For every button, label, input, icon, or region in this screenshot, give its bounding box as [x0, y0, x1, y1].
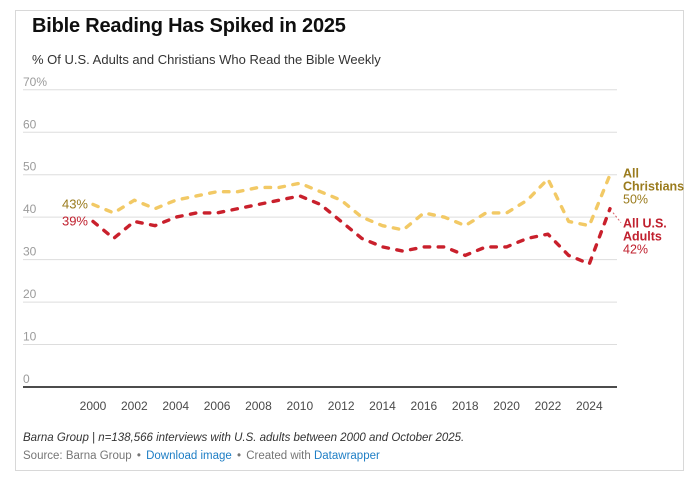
y-tick-label: 70% — [23, 75, 47, 89]
series-end-label: All — [623, 167, 639, 181]
x-tick-label: 2024 — [576, 399, 603, 413]
separator-dot: • — [136, 450, 141, 462]
x-tick-label: 2020 — [493, 399, 520, 413]
x-tick-label: 2000 — [80, 399, 107, 413]
series-end-label: Christians — [623, 180, 684, 194]
y-tick-label: 30 — [23, 245, 37, 259]
y-tick-label: 20 — [23, 287, 37, 301]
y-tick-label: 0 — [23, 372, 30, 386]
datawrapper-link[interactable]: Datawrapper — [313, 450, 380, 462]
x-tick-label: 2022 — [535, 399, 562, 413]
all-u-s-adults-line — [91, 194, 612, 266]
chart-subtitle: % Of U.S. Adults and Christians Who Read… — [32, 52, 381, 67]
x-tick-label: 2016 — [411, 399, 438, 413]
start-value-label: 39% — [62, 213, 88, 228]
chart-svg: 0 10 20 30 40 50 60 70% 2000 2002 2004 2006 2008 2010… — [23, 75, 684, 413]
created-with-label: Created with — [246, 450, 311, 462]
end-value-label: 42% — [623, 243, 648, 257]
chart-card: Bible Reading Has Spiked in 2025 % Of U.… — [15, 10, 684, 471]
footer-note: Barna Group | n=138,566 interviews with … — [23, 432, 465, 444]
y-tick-label: 40 — [23, 202, 37, 216]
y-tick-label: 10 — [23, 330, 37, 344]
y-tick-label: 60 — [23, 117, 37, 131]
x-tick-label: 2012 — [328, 399, 355, 413]
x-tick-label: 2014 — [369, 399, 396, 413]
y-tick-label: 50 — [23, 160, 37, 174]
label-leader-line — [612, 212, 622, 223]
chart-title: Bible Reading Has Spiked in 2025 — [32, 15, 346, 37]
separator-dot: • — [236, 450, 242, 462]
download-image-link[interactable]: Download image — [146, 450, 232, 462]
x-tick-label: 2006 — [204, 399, 231, 413]
x-tick-label: 2002 — [121, 399, 148, 413]
footer-source-line: Source: Barna Group • Download image • C… — [23, 450, 380, 462]
all-christians-line — [91, 173, 612, 232]
x-tick-label: 2008 — [245, 399, 272, 413]
x-tick-label: 2018 — [452, 399, 479, 413]
series-end-label: All U.S. — [623, 217, 667, 231]
x-tick-label: 2004 — [162, 399, 189, 413]
source-label: Source: Barna Group — [23, 450, 132, 462]
end-value-label: 50% — [623, 193, 648, 207]
series-end-label: Adults — [623, 230, 662, 244]
x-tick-label: 2010 — [286, 399, 313, 413]
start-value-label: 43% — [62, 196, 88, 211]
